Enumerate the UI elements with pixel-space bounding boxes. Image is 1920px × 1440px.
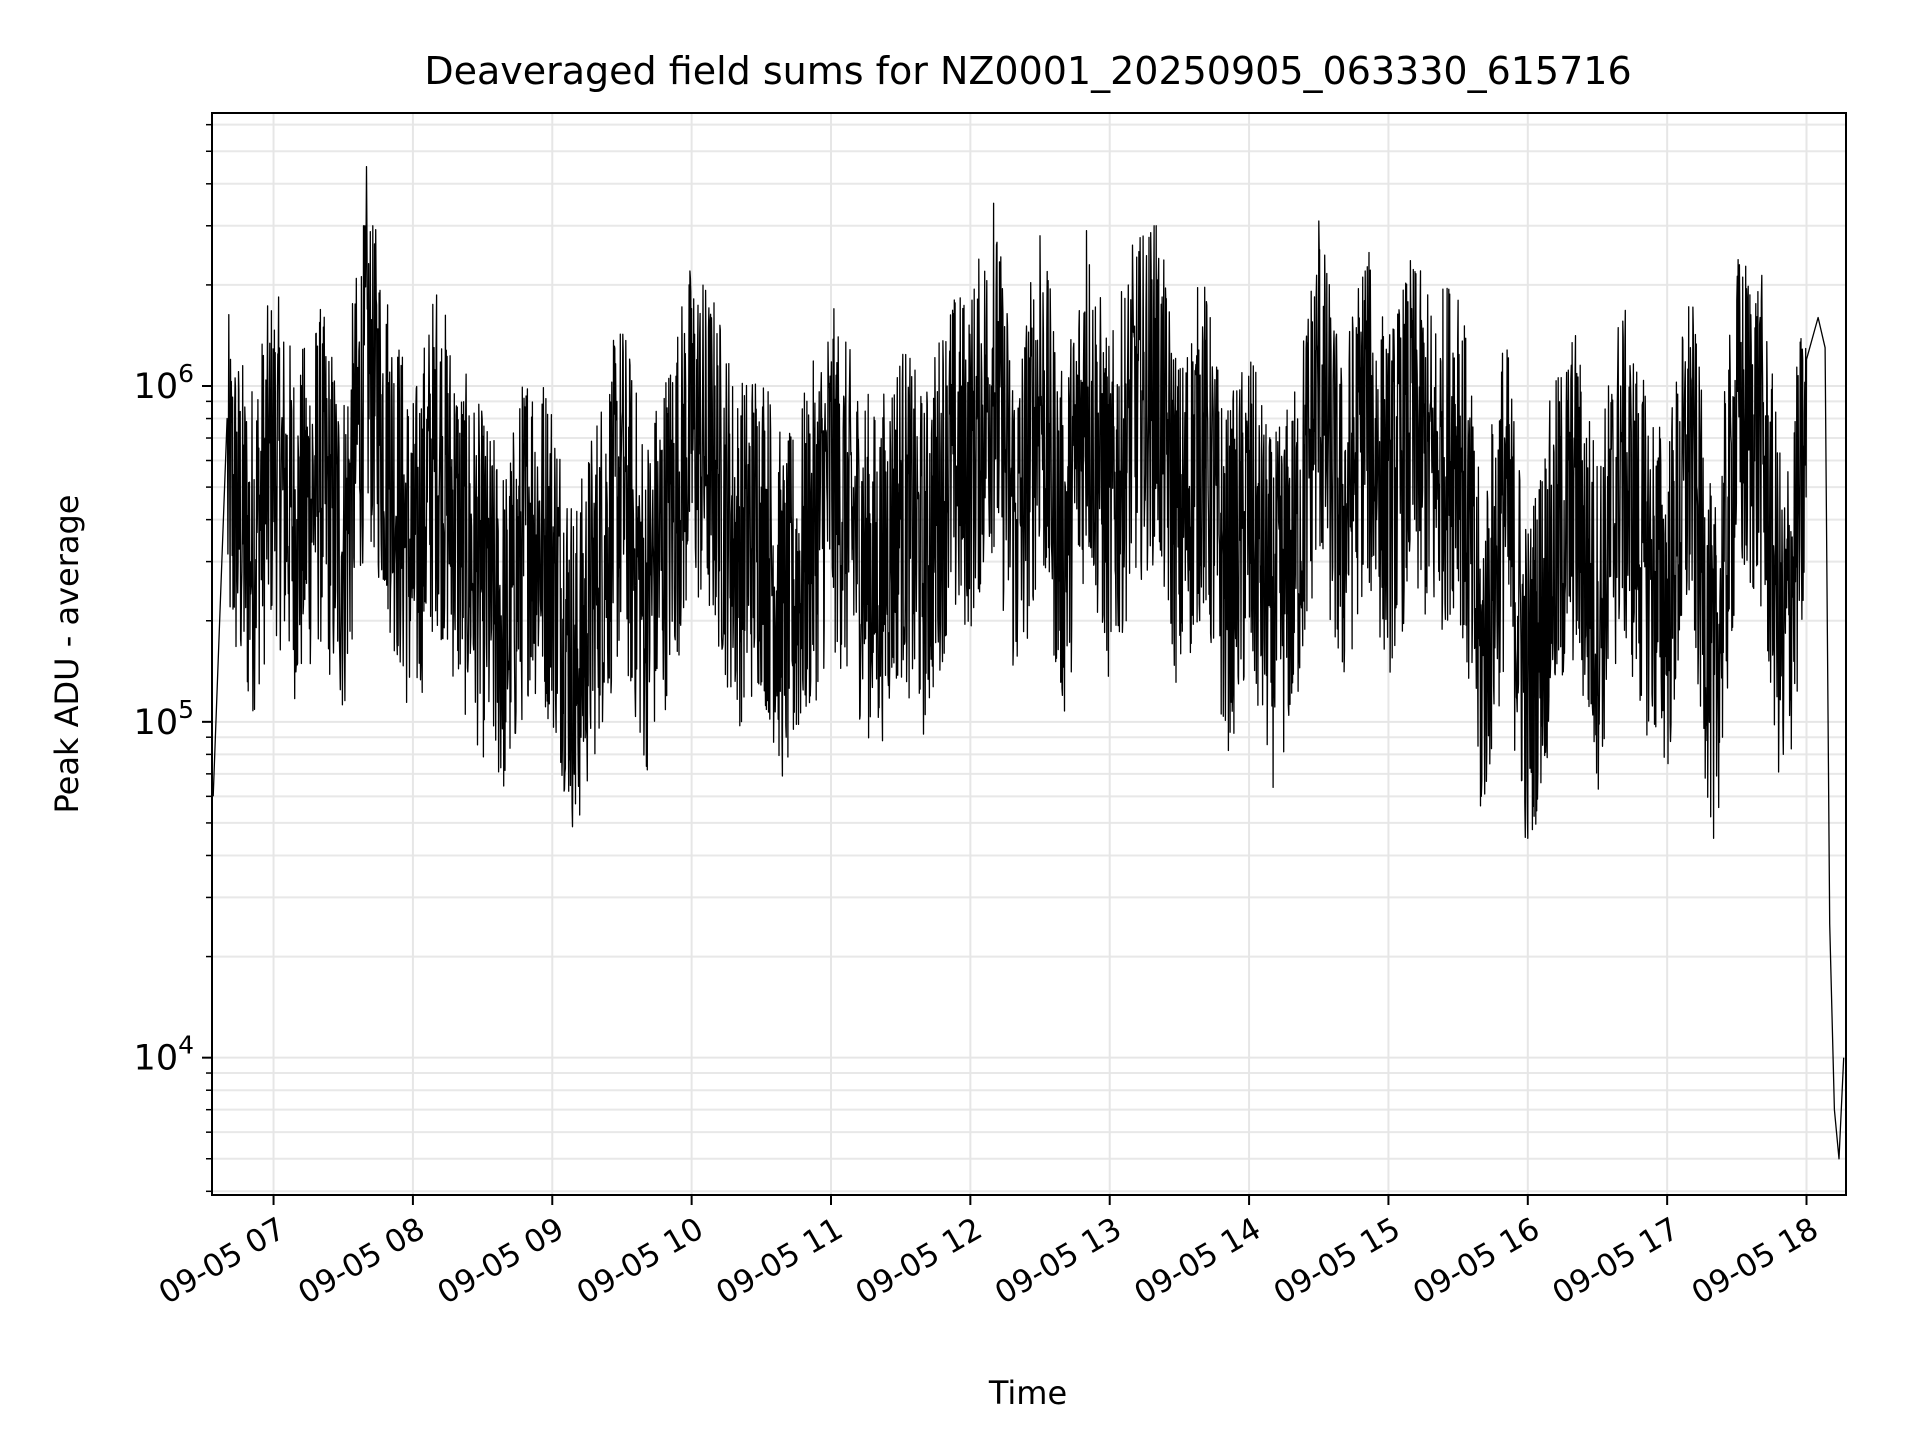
y-axis-label: Peak ADU - average: [48, 495, 86, 814]
x-axis-label: Time: [988, 1374, 1067, 1412]
series-line: [212, 165, 1845, 1160]
y-tick-label: 106: [134, 359, 194, 407]
y-tick-label: 105: [134, 695, 194, 743]
y-tick-label: 104: [134, 1031, 194, 1079]
chart-title: Deaveraged field sums for NZ0001_2025090…: [424, 49, 1631, 93]
y-axis: 104 105 106: [134, 123, 212, 1193]
series-layer: [212, 165, 1845, 1160]
plot-frame: [211, 112, 1847, 1196]
